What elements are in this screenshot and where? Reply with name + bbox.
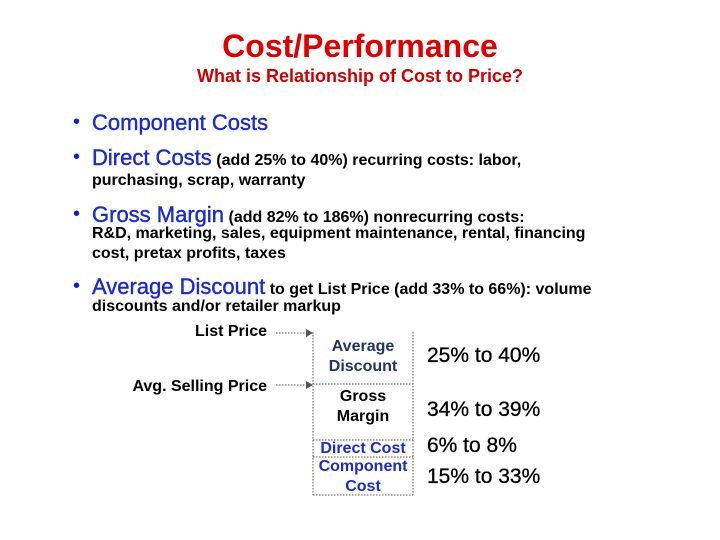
bullet-detail: discounts and/or retailer markup (92, 298, 341, 315)
title: Cost/Performance (222, 28, 498, 64)
bullet: • (73, 111, 81, 133)
price-label: List Price (194, 323, 267, 340)
bullet-detail: cost, pretax profits, taxes (92, 245, 286, 262)
segment-range: 34% to 39% (427, 398, 541, 421)
bullet-detail: R&D, marketing, sales, equipment mainten… (92, 225, 586, 242)
segment-range: 15% to 33% (427, 465, 541, 488)
bullet-lead: Component Costs (92, 110, 269, 135)
bullet-lead: Direct Costs (92, 145, 212, 170)
segment-label: Component Cost (318, 458, 408, 495)
segment-range: 25% to 40% (427, 344, 541, 367)
segment-label: Gross Margin (336, 388, 390, 425)
bullet-detail: (add 82% to 186%) nonrecurring costs: (228, 209, 525, 226)
segment-range: 6% to 8% (427, 434, 517, 457)
bullet: • (73, 275, 81, 297)
bullet-lead: Average Discount (92, 274, 266, 299)
bullet: • (73, 203, 81, 225)
subtitle: What is Relationship of Cost to Price? (196, 66, 524, 86)
bullet: • (73, 146, 81, 168)
segment-label: Average Discount (328, 338, 398, 375)
bullet-detail: purchasing, scrap, warranty (92, 172, 306, 189)
price-label: Avg. Selling Price (132, 378, 267, 395)
bullet-detail: (add 25% to 40%) recurring costs: labor, (216, 152, 522, 169)
segment-label: Direct Cost (320, 440, 406, 457)
bullet-detail: to get List Price (add 33% to 66%): volu… (269, 281, 592, 298)
bullet-lead: Gross Margin (92, 202, 225, 227)
